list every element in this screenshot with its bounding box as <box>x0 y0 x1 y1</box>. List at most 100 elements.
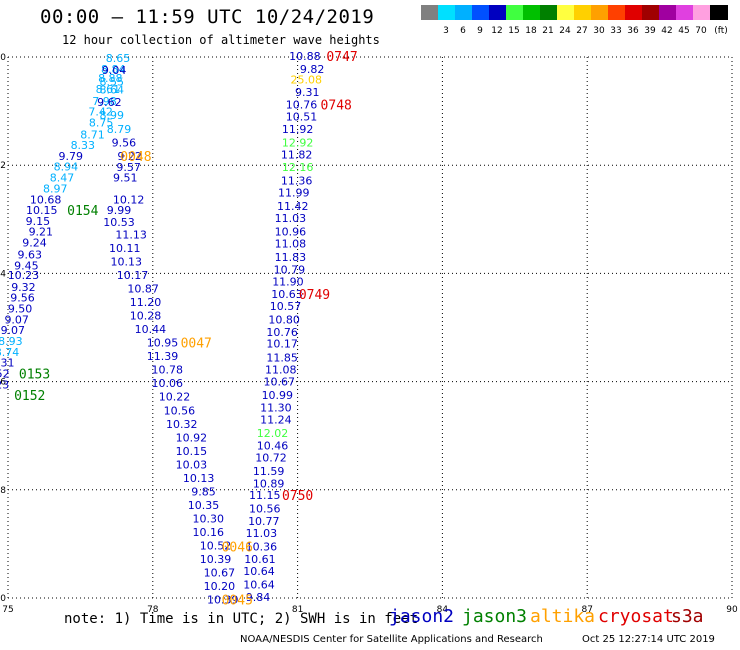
wave-height-value: 10.17 <box>266 338 298 351</box>
wave-height-value: 8.71 <box>80 128 105 141</box>
wave-height-value: 8.64 <box>100 83 125 96</box>
pass-time-label: 0048 <box>120 150 151 165</box>
wave-height-value: 10.87 <box>127 283 159 296</box>
wave-height-value: 9.84 <box>246 591 271 604</box>
wave-height-value: 10.78 <box>152 364 184 377</box>
wave-height-value: 11.03 <box>275 212 307 225</box>
wave-height-value: 10.22 <box>159 391 191 404</box>
wave-height-value: 10.23 <box>0 378 9 391</box>
legend-bin-label: 39 <box>644 26 656 36</box>
pass-time-label: 0749 <box>299 288 330 303</box>
wave-height-value: 10.76 <box>286 99 318 112</box>
wave-height-value: 11.30 <box>260 402 292 415</box>
legend-bin-label: 30 <box>593 26 605 36</box>
wave-height-value: 10.88 <box>289 50 321 63</box>
wave-height-value: 10.76 <box>266 326 298 339</box>
lon-tick-label: 75 <box>2 605 13 615</box>
wave-height-value: 9.22 <box>117 150 142 163</box>
satellite-name-jason3: jason3 <box>462 606 528 627</box>
wave-height-value: 8.79 <box>107 123 132 136</box>
satellite-name-altika: altika <box>530 606 596 627</box>
wave-height-value: 9.50 <box>8 303 33 316</box>
lon-tick-label: 84 <box>437 605 449 615</box>
wave-height-observations: 8.658.849.048.888.558.618.647.989.627.42… <box>0 50 324 607</box>
wave-height-value: 10.80 <box>268 313 300 326</box>
wave-height-value: 8.93 <box>0 335 23 348</box>
wave-height-value: 9.24 <box>22 237 47 250</box>
legend-bin-label: 42 <box>661 26 673 36</box>
wave-height-value: 9.04 <box>102 64 127 77</box>
wave-height-value: 8.65 <box>106 52 131 65</box>
wave-height-value: 8.61 <box>96 83 121 96</box>
wave-height-value: 7.98 <box>92 95 117 108</box>
lat-tick-label: -4 <box>0 269 6 279</box>
wave-height-value: 10.99 <box>262 389 294 402</box>
pass-time-label: 0747 <box>326 50 357 65</box>
wave-height-value: 9.45 <box>14 259 39 272</box>
wave-height-value: 11.85 <box>266 351 298 364</box>
map-grid <box>7 56 733 599</box>
wave-height-value: 10.72 <box>255 451 287 464</box>
wave-height-value: 9.21 <box>29 226 54 239</box>
wave-height-value: 9.57 <box>116 161 141 174</box>
legend-bin-label: 70 <box>695 26 707 36</box>
wave-height-value: 8.33 <box>71 139 96 152</box>
wave-height-value: 10.03 <box>176 458 208 471</box>
wave-height-value: 8.47 <box>50 172 75 185</box>
wave-height-value: 10.32 <box>166 418 198 431</box>
wave-height-value: 11.39 <box>147 350 179 363</box>
lon-tick-label: 81 <box>292 605 303 615</box>
wave-height-value: 10.13 <box>111 255 143 268</box>
pass-time-label: 0047 <box>181 337 212 352</box>
lat-tick-label: -6 <box>0 378 6 388</box>
wave-height-value: 10.35 <box>188 499 220 512</box>
pass-time-label: 0750 <box>282 489 313 504</box>
wave-height-value: 8.84 <box>101 63 126 76</box>
lat-tick-label: -8 <box>0 486 6 496</box>
wave-height-value: 9.62 <box>97 96 122 109</box>
credit-line: NOAA/NESDIS Center for Satellite Applica… <box>240 634 543 645</box>
wave-height-value: 10.51 <box>286 111 318 124</box>
wave-height-value: 10.39 <box>207 594 239 607</box>
wave-height-value: 10.12 <box>113 193 145 206</box>
wave-height-value: 9.07 <box>1 324 26 337</box>
pass-time-label: 0154 <box>67 204 98 219</box>
lon-tick-label: 90 <box>726 605 738 615</box>
pass-time-label: 0152 <box>14 389 45 404</box>
wave-height-value: 10.39 <box>200 553 232 566</box>
wave-height-value: 10.57 <box>270 300 302 313</box>
wave-height-value: 8.97 <box>43 182 68 195</box>
wave-height-value: 8.94 <box>54 160 79 173</box>
wave-height-value: 9.85 <box>191 485 216 498</box>
wave-height-value: 8.55 <box>100 75 125 88</box>
wave-height-value: 9.32 <box>11 281 36 294</box>
color-scale-legend: 3 6 9 12 15 18 21 24 27 30 33 36 39 42 45 70 (ft) <box>421 5 731 45</box>
wave-height-value: 10.67 <box>204 567 236 580</box>
satellite-name-cryosat: cryosat <box>598 606 674 627</box>
wave-height-value: 10.56 <box>249 503 281 516</box>
wave-height-value: 11.59 <box>253 465 285 478</box>
wave-height-value: 10.06 <box>152 377 184 390</box>
legend-bin-label: 27 <box>576 26 588 36</box>
generated-timestamp: Oct 25 12:27:14 UTC 2019 <box>582 634 715 645</box>
lon-tick-label: 78 <box>147 605 159 615</box>
wave-height-value: 9.82 <box>300 63 325 76</box>
wave-height-value: 10.89 <box>253 477 285 490</box>
wave-height-value: 10.20 <box>204 580 236 593</box>
longitude-ticks: 75 78 81 84 87 90 <box>2 605 738 615</box>
pass-time-labels: 0747 0748 0048 0154 0749 0047 0153 0152 0750 0046… <box>14 50 358 609</box>
wave-height-value: 8.99 <box>100 109 125 122</box>
satellite-name-jason2: jason2 <box>389 606 455 627</box>
wave-height-value: 8.74 <box>0 346 19 359</box>
wave-height-value: 10.56 <box>164 404 196 417</box>
wave-height-value: 10.79 <box>274 264 306 277</box>
wave-height-value: 9.79 <box>58 150 83 163</box>
wave-height-value: 10.23 <box>8 269 40 282</box>
lon-tick-label: 87 <box>581 605 592 615</box>
wave-height-value: 7.42 <box>88 106 113 119</box>
wave-height-value: 10.16 <box>193 526 225 539</box>
page-title: 00:00 – 11:59 UTC 10/24/2019 <box>40 6 375 28</box>
wave-height-value: 11.90 <box>272 276 304 289</box>
